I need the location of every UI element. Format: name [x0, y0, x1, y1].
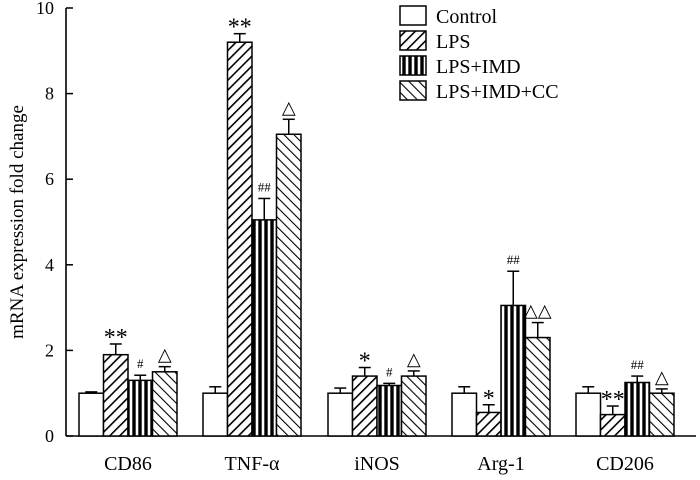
- significance-label: #: [386, 364, 393, 379]
- significance-label: **: [104, 325, 128, 351]
- legend-swatch: [399, 30, 427, 51]
- significance-label: ##: [258, 179, 272, 194]
- legend-label: LPS+IMD+CC: [436, 81, 559, 103]
- y-tick-label: 0: [45, 426, 54, 446]
- bar: [524, 336, 551, 437]
- bar: [327, 392, 354, 437]
- legend-swatch: [399, 80, 427, 101]
- category-labels: CD86 TNF-α iNOS Arg-1 CD206: [104, 453, 654, 475]
- significance-label: *: [483, 386, 495, 412]
- bar: [275, 133, 302, 437]
- bar: [226, 41, 253, 437]
- legend-label: LPS+IMD: [436, 56, 521, 78]
- bar: [251, 219, 278, 437]
- significance-label: △: [158, 345, 172, 365]
- legend: Control LPS LPS+IMD LPS+IMD+CC: [399, 5, 559, 103]
- bar: [500, 304, 527, 437]
- x-category-label: CD86: [104, 453, 152, 475]
- bar: [151, 371, 178, 437]
- legend-swatch: [399, 55, 427, 76]
- significance-label: ##: [507, 252, 521, 267]
- y-axis-label: mRNA expression fold change: [7, 105, 28, 339]
- bar: [451, 392, 478, 437]
- legend-label: Control: [436, 6, 498, 28]
- bar: [475, 411, 502, 437]
- significance-label: △: [282, 97, 296, 117]
- legend-swatch: [399, 5, 427, 26]
- x-category-label: TNF-α: [225, 453, 280, 475]
- bar: [648, 392, 675, 437]
- x-category-label: CD206: [596, 453, 654, 475]
- bar: [202, 392, 229, 437]
- bar: [127, 379, 154, 437]
- bar: [575, 392, 602, 437]
- bar: [624, 381, 651, 437]
- significance-label: **: [228, 15, 252, 41]
- y-tick-label: 6: [45, 169, 54, 189]
- y-tick-label: 4: [45, 255, 54, 275]
- significance-label: #: [137, 356, 144, 371]
- legend-label: LPS: [436, 31, 470, 53]
- bar: [599, 413, 626, 437]
- bars-layer: ** # △ ** ## △ * # △ * ## △△ ** ## △: [78, 15, 675, 437]
- bar: [351, 375, 378, 437]
- bar: [400, 375, 427, 437]
- y-tick-label: 10: [36, 0, 54, 18]
- significance-label: *: [359, 349, 371, 375]
- x-category-label: Arg-1: [477, 453, 524, 475]
- significance-label: △△: [524, 301, 552, 321]
- y-tick-label: 2: [45, 340, 54, 360]
- significance-label: △: [655, 367, 669, 387]
- significance-label: **: [601, 387, 625, 413]
- y-tick-label: 8: [45, 84, 54, 104]
- bar: [78, 392, 105, 437]
- significance-label: △: [407, 349, 421, 369]
- significance-label: ##: [631, 357, 645, 372]
- y-ticks: 0 2 4 6 8 10: [36, 0, 73, 446]
- x-category-label: iNOS: [354, 453, 400, 475]
- bar: [376, 384, 403, 437]
- bar: [102, 353, 129, 437]
